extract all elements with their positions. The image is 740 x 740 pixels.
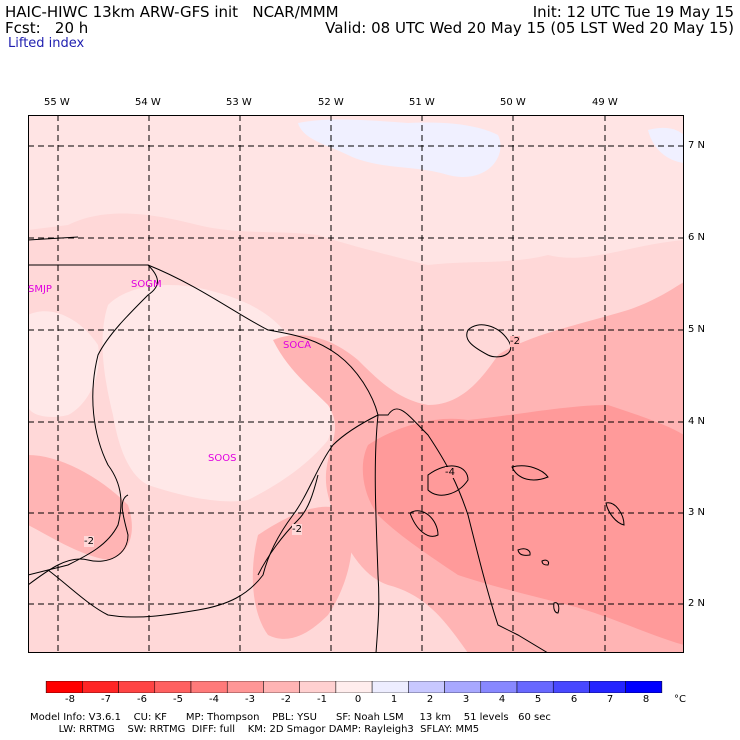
- lat-label-3n: 3 N: [688, 507, 706, 518]
- shade-core: [362, 405, 684, 645]
- colorbar-swatch: [190, 681, 228, 693]
- colorbar-swatch: [371, 681, 409, 693]
- lon-label-51w: 51 W: [409, 97, 435, 108]
- colorbar: [45, 681, 663, 693]
- cbar-label: -1: [317, 694, 327, 705]
- cbar-label: 0: [354, 694, 362, 705]
- lat-label-6n: 6 N: [688, 232, 706, 243]
- cbar-label: -3: [245, 694, 255, 705]
- colorbar-swatch: [82, 681, 119, 693]
- shade-positive-north: [298, 119, 501, 177]
- contour-minus4: [427, 465, 469, 496]
- colorbar-swatch: [45, 681, 83, 693]
- cbar-label: 6: [570, 694, 578, 705]
- footer-model-info: Model Info: V3.6.1 CU: KF MP: Thompson P…: [30, 712, 551, 723]
- model-title: HAIC-HIWC 13km ARW-GFS init NCAR/MMM: [5, 3, 339, 21]
- station-smjp: SMJP: [28, 284, 52, 295]
- colorbar-swatch: [516, 681, 554, 693]
- cbar-label: -6: [137, 694, 147, 705]
- contour-label-2: -4: [445, 467, 455, 478]
- init-time: Init: 12 UTC Tue 19 May 15: [532, 3, 734, 21]
- contour-minus4-small: [409, 510, 439, 537]
- lat-label-7n: 7 N: [688, 140, 706, 151]
- cbar-label: -2: [281, 694, 291, 705]
- contour-minus2-west: [28, 494, 129, 586]
- contour-small-3: [553, 602, 560, 614]
- border-south: [47, 414, 379, 618]
- colorbar-swatch: [408, 681, 445, 693]
- colorbar-swatch: [444, 681, 482, 693]
- shade-positive-ne: [648, 127, 684, 163]
- lat-label-4n: 4 N: [688, 416, 706, 427]
- colorbar-swatch: [589, 681, 626, 693]
- shade-west: [28, 311, 99, 417]
- cbar-label: -5: [173, 694, 183, 705]
- cbar-unit: °C: [674, 694, 686, 705]
- cbar-label: 2: [426, 694, 434, 705]
- colorbar-swatch: [226, 681, 264, 693]
- lon-label-55w: 55 W: [44, 97, 70, 108]
- contour-label-1: -2: [510, 336, 520, 347]
- contour-minus2-north: [466, 324, 511, 358]
- lon-label-50w: 50 W: [500, 97, 526, 108]
- coastline: [28, 264, 549, 653]
- cbar-label: -4: [209, 694, 219, 705]
- cbar-label: 1: [390, 694, 398, 705]
- shade-interior: [102, 285, 332, 502]
- station-soca: SOCA: [283, 340, 312, 351]
- map-frame: [28, 115, 684, 653]
- shade-north: [28, 115, 684, 265]
- lon-label-54w: 54 W: [135, 97, 161, 108]
- lon-label-49w: 49 W: [592, 97, 618, 108]
- colorbar-swatch: [154, 681, 192, 693]
- station-soos: SOOS: [208, 453, 237, 464]
- lat-label-5n: 5 N: [688, 324, 706, 335]
- valid-time: Valid: 08 UTC Wed 20 May 15 (05 LST Wed …: [325, 19, 734, 37]
- forecast-hour: Fcst: 20 h: [5, 19, 89, 37]
- lon-label-52w: 52 W: [318, 97, 344, 108]
- colorbar-swatch: [625, 681, 663, 693]
- contour-minus4-far-east: [605, 502, 625, 526]
- cbar-label: -8: [65, 694, 75, 705]
- contour-small-1: [517, 548, 531, 556]
- colorbar-swatch: [263, 681, 300, 693]
- colorbar-swatch: [480, 681, 518, 693]
- lat-label-2n: 2 N: [688, 598, 706, 609]
- colorbar-swatch: [552, 681, 590, 693]
- field-name: Lifted index: [8, 36, 85, 51]
- border-east: [374, 414, 380, 653]
- colorbar-swatch: [335, 681, 373, 693]
- footer-physics: LW: RRTMG SW: RRTMG DIFF: full KM: 2D Sm…: [30, 724, 480, 735]
- contour-label-3: -2: [292, 524, 302, 535]
- colorbar-swatch: [299, 681, 337, 693]
- cbar-label: 7: [606, 694, 614, 705]
- lifted-index-map: [28, 115, 684, 653]
- cbar-label: 4: [498, 694, 506, 705]
- contour-small-2: [541, 559, 549, 566]
- contour-label-4: -2: [84, 536, 94, 547]
- shade-southwest: [28, 455, 132, 560]
- cbar-label: 8: [642, 694, 650, 705]
- cbar-label: 3: [462, 694, 470, 705]
- cbar-label: -7: [101, 694, 111, 705]
- shade-south-central: [252, 506, 352, 639]
- cbar-label: 5: [534, 694, 542, 705]
- colorbar-swatch: [118, 681, 156, 693]
- lon-label-53w: 53 W: [226, 97, 252, 108]
- contour-minus4-east: [511, 465, 549, 481]
- station-sogm: SOGM: [131, 279, 162, 290]
